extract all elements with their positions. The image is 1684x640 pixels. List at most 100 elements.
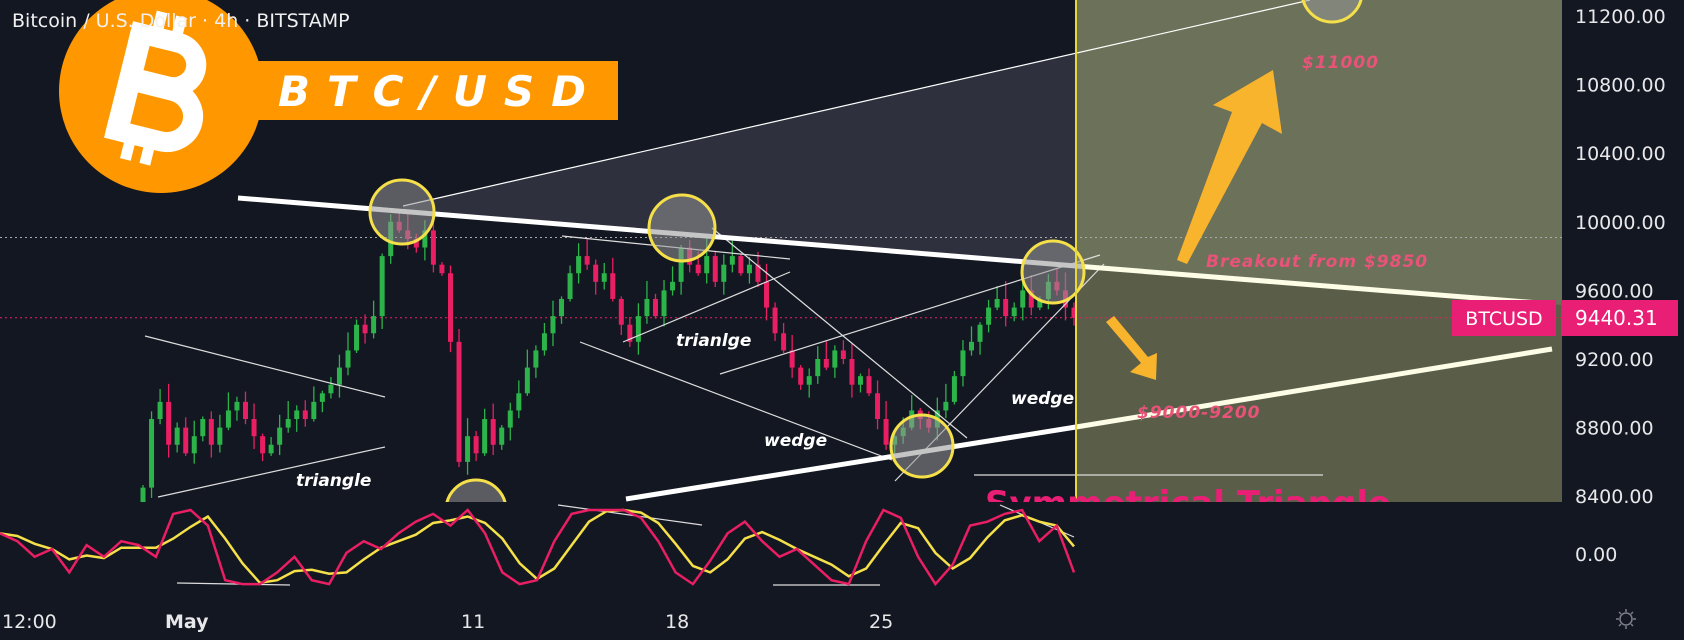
label-target-down: $9000-9200 — [1137, 403, 1261, 423]
candle — [533, 345, 539, 378]
candle-body — [1020, 290, 1026, 308]
candle — [840, 340, 846, 365]
candle — [499, 425, 505, 450]
candle-body — [516, 393, 522, 411]
candle — [251, 403, 257, 450]
candle — [635, 303, 641, 355]
candle-body — [345, 350, 351, 368]
candle-body — [601, 273, 607, 282]
time-axis[interactable]: 12:00 May 11 18 25 — [2, 611, 893, 633]
candle — [354, 319, 360, 353]
candle — [174, 422, 180, 453]
settings-gear-icon[interactable] — [1616, 609, 1636, 629]
candle — [977, 322, 983, 355]
candle-body — [371, 316, 377, 334]
candle-body — [311, 401, 317, 420]
candle — [781, 322, 787, 353]
candle-body — [1011, 307, 1017, 317]
candle-body — [550, 316, 556, 334]
candle-body — [746, 264, 752, 274]
candle — [345, 332, 351, 376]
candle — [721, 254, 727, 295]
time-axis-label: 12:00 — [2, 611, 57, 633]
candle — [447, 265, 453, 353]
wedge-1-lower-line — [579, 341, 893, 461]
candle — [576, 243, 582, 284]
candle — [857, 373, 863, 393]
candle — [789, 334, 795, 378]
oscillator-lines — [176, 504, 1075, 586]
candle-body — [379, 256, 385, 317]
touch-circle — [445, 478, 507, 502]
candle-body — [268, 444, 274, 454]
candle — [516, 380, 522, 419]
candle-body — [285, 419, 291, 428]
label-trianlge: trianlge — [676, 331, 751, 351]
candle-body — [678, 247, 684, 282]
candle-body — [166, 401, 172, 445]
candle-body — [806, 376, 812, 385]
candle — [1020, 280, 1026, 321]
candle-body — [507, 410, 513, 428]
candle-body — [328, 384, 334, 394]
logo-text: BTC/USD — [278, 67, 603, 116]
candle-body — [729, 256, 735, 265]
candle-body — [644, 298, 650, 317]
candle-body — [969, 341, 975, 351]
candle-body — [849, 359, 855, 385]
candle-body — [652, 298, 658, 317]
candle — [473, 431, 479, 462]
candle-body — [823, 359, 829, 368]
candle — [336, 354, 342, 398]
candle — [191, 420, 197, 464]
candle-body — [721, 264, 727, 282]
touch-circle — [647, 193, 717, 263]
candle-body — [1028, 290, 1034, 308]
candle — [670, 266, 676, 296]
candle-body — [217, 427, 223, 445]
candle — [815, 346, 821, 384]
osc-trendline — [176, 582, 291, 586]
candle — [183, 417, 189, 456]
candle-body — [149, 419, 155, 488]
candle — [524, 349, 530, 396]
triangle-support-line — [625, 424, 1077, 502]
candle — [849, 343, 855, 398]
candle — [260, 433, 266, 462]
touch-circle — [368, 178, 436, 246]
candle-body — [319, 393, 325, 402]
candle-body — [772, 307, 778, 334]
candle-body — [986, 307, 992, 325]
candle — [806, 368, 812, 398]
candle-body — [336, 367, 342, 385]
oscillator-axis-label: 0.00 — [1575, 544, 1617, 566]
time-axis-label: 18 — [665, 611, 689, 633]
last-price-badge: BTCUSD 9440.31 — [1452, 300, 1678, 336]
candle — [456, 328, 462, 468]
btc-logo: BTC/USD — [59, 0, 618, 193]
candle — [225, 392, 231, 431]
candle-body — [635, 316, 641, 342]
candle — [994, 286, 1000, 311]
candle — [584, 238, 590, 270]
candle-body — [695, 264, 701, 274]
candle — [149, 411, 155, 498]
symbol-title[interactable]: Bitcoin / U.S. Dollar · 4h · BITSTAMP — [12, 10, 350, 32]
candle — [328, 377, 334, 399]
candle-body — [524, 367, 530, 394]
price-badge — [1561, 300, 1678, 336]
price-axis-label: 9200.00 — [1575, 349, 1654, 371]
candle — [729, 240, 735, 273]
wedge-1-upper-line — [711, 227, 968, 439]
candle-body — [208, 419, 214, 445]
arrows — [1106, 70, 1282, 380]
osc-trendline — [557, 504, 703, 526]
label-wedge-2: wedge — [1011, 389, 1074, 409]
candle-body — [541, 333, 547, 351]
arrow-down-icon — [1106, 316, 1157, 380]
candle — [755, 251, 761, 287]
candle-body — [302, 410, 308, 420]
candle-body — [576, 256, 582, 274]
candle-body — [200, 419, 206, 437]
